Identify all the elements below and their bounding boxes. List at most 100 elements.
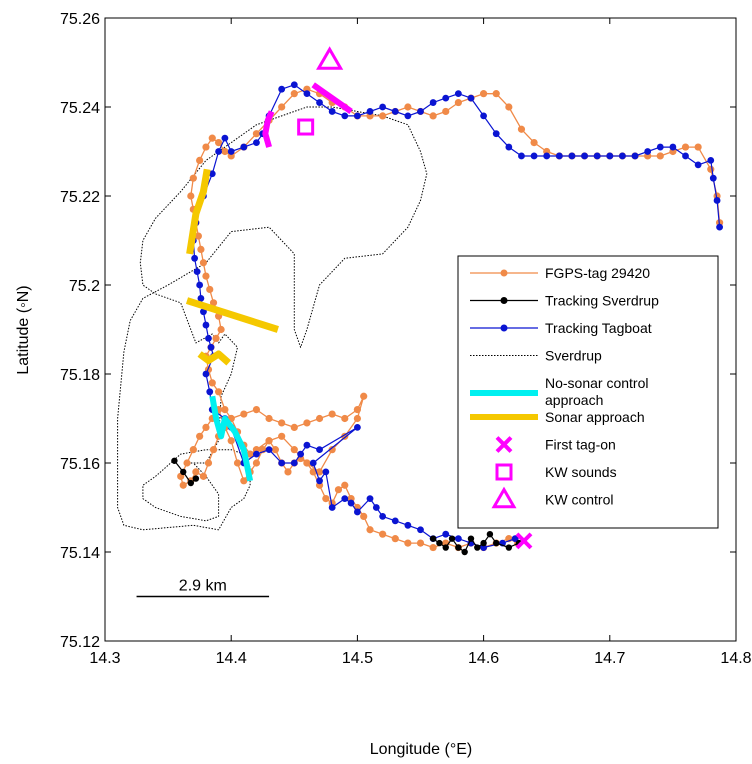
series-point-fgps-tag-29420 [189, 174, 197, 182]
series-point-tracking-tagboat [467, 94, 475, 102]
series-point-fgps-tag-29420 [328, 410, 336, 418]
series-point-fgps-tag-29420 [429, 112, 437, 120]
legend-label-line2: approach [545, 392, 603, 408]
series-point-tracking-tagboat [372, 504, 380, 511]
series-point-fgps-tag-29420 [492, 90, 500, 98]
series-point-fgps-tag-29420 [212, 334, 220, 342]
series-point-fgps-tag-29420 [208, 379, 216, 387]
series-point-fgps-tag-29420 [454, 98, 462, 107]
series-point-fgps-tag-29420 [233, 459, 242, 467]
legend-item-first-tag-on: First tag-on [495, 436, 616, 453]
series-point-tracking-sverdrup [192, 475, 200, 482]
legend-item-sonar-approach: Sonar approach [470, 409, 645, 425]
series-point-fgps-tag-29420 [309, 468, 317, 476]
series-point-tracking-tagboat [191, 254, 199, 262]
series-point-tracking-tagboat [207, 343, 215, 351]
series-point-tracking-tagboat [208, 170, 216, 178]
series-point-fgps-tag-29420 [290, 90, 298, 98]
legend-item-fgps-tag-29420: FGPS-tag 29420 [470, 265, 650, 281]
series-point-tracking-tagboat [606, 152, 614, 160]
series-point-tracking-tagboat [694, 161, 702, 169]
series-point-tracking-tagboat [290, 81, 298, 89]
series-point-tracking-tagboat [644, 148, 652, 155]
series-point-tracking-tagboat [480, 544, 487, 551]
series-point-fgps-tag-29420 [214, 139, 223, 147]
series-point-tracking-sverdrup [480, 539, 487, 547]
legend-swatch-dot [500, 297, 508, 304]
series-point-fgps-tag-29420 [517, 125, 526, 133]
series-point-tracking-tagboat [480, 112, 487, 120]
y-axis-title: Latitude (◦N) [15, 285, 32, 374]
series-point-fgps-tag-29420 [199, 259, 208, 267]
series-point-fgps-tag-29420 [315, 414, 324, 423]
legend-label: Sonar approach [545, 409, 645, 425]
series-point-tracking-tagboat [568, 152, 576, 160]
series-point-fgps-tag-29420 [265, 437, 273, 445]
series-point-tracking-tagboat [278, 459, 286, 467]
series-point-tracking-tagboat [341, 112, 349, 120]
series-point-tracking-tagboat [215, 148, 222, 155]
series-point-tracking-tagboat [240, 143, 248, 151]
series-point-tracking-tagboat [354, 424, 361, 431]
series-point-fgps-tag-29420 [187, 192, 195, 200]
series-point-fgps-tag-29420 [303, 419, 311, 427]
series-point-tracking-tagboat [347, 499, 355, 507]
series-point-fgps-tag-29420 [303, 459, 311, 467]
series-point-tracking-tagboat [316, 99, 323, 106]
legend-item-tracking-tagboat: Tracking Tagboat [470, 320, 652, 336]
series-point-tracking-sverdrup [455, 544, 462, 551]
series-point-tracking-tagboat [354, 508, 361, 516]
series-point-tracking-tagboat [297, 450, 305, 458]
series-point-fgps-tag-29420 [379, 530, 387, 538]
series-point-fgps-tag-29420 [199, 472, 208, 480]
series-point-tracking-tagboat [417, 526, 424, 534]
series-point-tracking-tagboat [511, 535, 519, 543]
series-point-fgps-tag-29420 [202, 272, 210, 280]
legend-item-tracking-sverdrup: Tracking Sverdrup [470, 293, 659, 309]
series-point-fgps-tag-29420 [341, 432, 349, 440]
series-point-tracking-sverdrup [187, 479, 195, 487]
series-point-fgps-tag-29420 [217, 325, 225, 334]
legend-label: KW sounds [545, 464, 617, 480]
series-point-tracking-tagboat [206, 388, 214, 396]
x-axis-title: Longitude (°E) [370, 741, 472, 758]
series-point-fgps-tag-29420 [209, 299, 218, 307]
series-point-fgps-tag-29420 [694, 143, 702, 151]
series-point-fgps-tag-29420 [179, 481, 187, 489]
legend-item-sverdrup: Sverdrup [470, 348, 602, 364]
series-point-fgps-tag-29420 [194, 232, 202, 240]
series-point-fgps-tag-29420 [252, 406, 261, 414]
series-point-fgps-tag-29420 [480, 90, 488, 98]
series-point-fgps-tag-29420 [209, 446, 218, 454]
legend-label: No-sonar control [545, 375, 649, 391]
series-point-tracking-sverdrup [429, 535, 437, 542]
series-point-fgps-tag-29420 [202, 423, 210, 431]
series-point-tracking-tagboat [341, 495, 349, 502]
series-point-fgps-tag-29420 [290, 423, 298, 431]
series-point-fgps-tag-29420 [196, 156, 204, 164]
marker-kw-control [316, 46, 344, 70]
y-tick-label: 75.24 [60, 100, 100, 117]
series-point-fgps-tag-29420 [681, 143, 690, 151]
scale-bar: 2.9 km [136, 578, 270, 598]
x-tick-label: 14.6 [468, 650, 499, 667]
series-point-fgps-tag-29420 [429, 543, 437, 552]
series-point-tracking-tagboat [278, 85, 286, 93]
series-point-tracking-tagboat [309, 459, 317, 467]
series-point-tracking-sverdrup [171, 457, 178, 464]
series-point-tracking-tagboat [197, 294, 205, 302]
y-tick-label: 75.12 [60, 634, 100, 651]
plot-frame [104, 17, 737, 642]
series-point-tracking-tagboat [518, 152, 525, 160]
y-tick-label: 75.22 [60, 189, 100, 206]
series-point-fgps-tag-29420 [206, 285, 214, 294]
series-point-fgps-tag-29420 [366, 526, 374, 534]
series-point-tracking-sverdrup [467, 535, 475, 542]
series-point-tracking-tagboat [581, 152, 588, 160]
marker-first-tag-on [515, 532, 533, 550]
series-point-tracking-tagboat [716, 223, 723, 231]
series-point-fgps-tag-29420 [208, 134, 216, 142]
series-point-fgps-tag-29420 [240, 477, 248, 485]
series-point-tracking-sverdrup [461, 548, 468, 556]
